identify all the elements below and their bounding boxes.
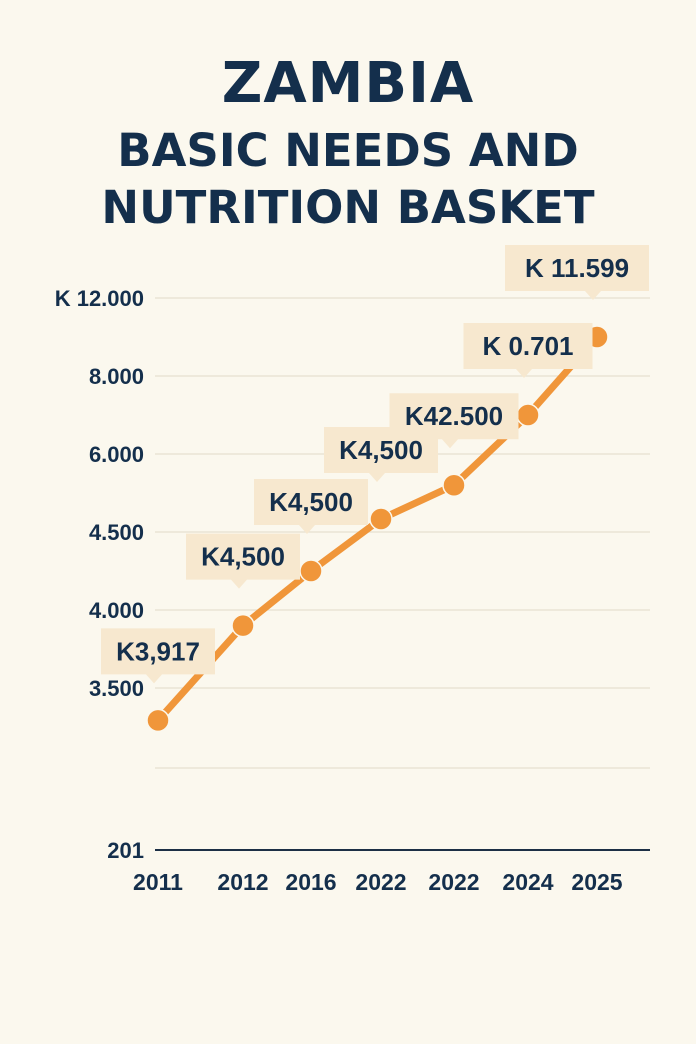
x-tick-label: 2011 xyxy=(133,869,183,895)
data-point xyxy=(516,403,540,427)
x-tick-label: 2012 xyxy=(217,869,268,895)
y-tick-label: 6.000 xyxy=(89,442,144,467)
data-label: K3,917 xyxy=(116,636,200,666)
data-point xyxy=(299,559,323,583)
x-tick-label: 2024 xyxy=(502,869,553,895)
y-tick-label: 4.000 xyxy=(89,598,144,623)
title-line-3: NUTRITION BASKET xyxy=(101,181,595,234)
data-label-box xyxy=(254,479,368,534)
data-label-box xyxy=(186,533,300,589)
x-tick-label: 2016 xyxy=(285,869,336,895)
data-label-box xyxy=(101,628,215,684)
x-tick-label: 2022 xyxy=(355,869,406,895)
data-point xyxy=(369,507,393,531)
data-label: K42.500 xyxy=(405,401,503,431)
chart-title: ZAMBIA BASIC NEEDS AND NUTRITION BASKET xyxy=(0,51,696,234)
data-label: K 0.701 xyxy=(482,331,573,361)
data-label: K4,500 xyxy=(201,542,285,572)
x-tick-label: 2025 xyxy=(571,869,622,895)
data-label-box xyxy=(463,323,593,378)
data-label-box xyxy=(505,245,649,300)
data-label-box xyxy=(324,427,438,482)
data-point xyxy=(442,473,466,497)
y-tick-label: 3.500 xyxy=(89,676,144,701)
data-label: K4,500 xyxy=(269,487,353,517)
data-point xyxy=(231,613,255,638)
x-tick-label: 2022 xyxy=(428,869,479,895)
y-tick-label: 8.000 xyxy=(89,364,144,389)
title-line-2: BASIC NEEDS AND xyxy=(117,124,579,177)
data-label: K 11.599 xyxy=(525,253,629,283)
data-label-box xyxy=(389,393,519,449)
title-line-1: ZAMBIA xyxy=(221,51,475,116)
y-tick-label: K 12.000 xyxy=(55,286,144,311)
data-label: K4,500 xyxy=(339,435,423,465)
y-tick-label: 201 xyxy=(107,838,144,863)
data-point xyxy=(146,708,170,733)
y-tick-label: 4.500 xyxy=(89,520,144,545)
